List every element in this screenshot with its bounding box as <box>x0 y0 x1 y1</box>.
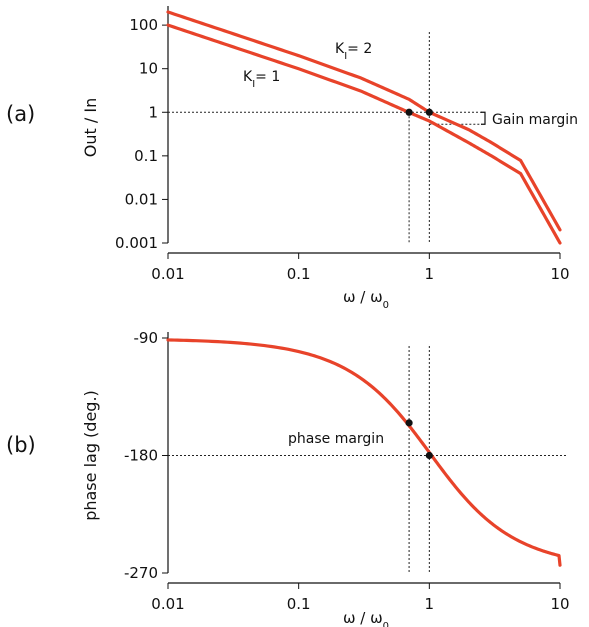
panel-a-label: (a) <box>6 102 35 126</box>
magnitude-x-tick-label: 0.01 <box>151 265 184 283</box>
phase-y-axis-label: phase lag (deg.) <box>81 390 100 521</box>
phase-y-tick-label: -180 <box>124 447 158 465</box>
magnitude-y-tick-label: 10 <box>139 60 158 78</box>
magnitude-x-axis-label: ω / ω0 <box>343 288 389 311</box>
magnitude-y-tick-label: 0.01 <box>125 190 158 208</box>
magnitude-marker-1 <box>405 108 413 116</box>
magnitude-y-tick-label: 0.001 <box>115 234 158 252</box>
phase-curve <box>166 338 562 567</box>
phase-marker-2 <box>425 451 433 460</box>
magnitude-x-tick-label: 10 <box>550 265 569 283</box>
magnitude-y-tick-label: 0.1 <box>134 147 158 165</box>
gain-margin-annotation: Gain margin <box>492 112 578 128</box>
phase-x-tick-label: 1 <box>425 595 435 613</box>
phase-y-tick-label: -270 <box>124 564 158 582</box>
phase-x-tick-label: 10 <box>550 595 569 613</box>
magnitude-x-tick-label: 0.1 <box>287 265 311 283</box>
magnitude-curve-ki-2 <box>166 10 562 232</box>
phase-plot: (b) phase lag (deg.) ω / ω0 phase margin… <box>6 329 570 627</box>
panel-b-label: (b) <box>6 433 36 457</box>
gain-margin-bracket <box>481 111 486 125</box>
magnitude-y-tick-label: 1 <box>148 103 158 121</box>
magnitude-x-tick-label: 1 <box>425 265 435 283</box>
magnitude-plot: (a) Out / In ω / ω0 KI= 1 KI= 2 Gain mar… <box>6 6 578 311</box>
magnitude-y-axis-label: Out / In <box>81 98 100 157</box>
series-label-ki-1: KI= 1 <box>243 69 280 90</box>
phase-marker-1 <box>405 419 413 427</box>
magnitude-curve-ki-1 <box>166 23 562 245</box>
magnitude-marker-2 <box>425 108 433 116</box>
phase-x-tick-label: 0.1 <box>287 595 311 613</box>
phase-x-tick-label: 0.01 <box>151 595 184 613</box>
magnitude-y-tick-label: 100 <box>129 16 158 34</box>
phase-margin-annotation: phase margin <box>288 431 384 447</box>
series-label-ki-2: KI= 2 <box>335 41 372 62</box>
phase-x-axis-label: ω / ω0 <box>343 609 389 627</box>
phase-y-tick-label: -90 <box>134 329 159 347</box>
